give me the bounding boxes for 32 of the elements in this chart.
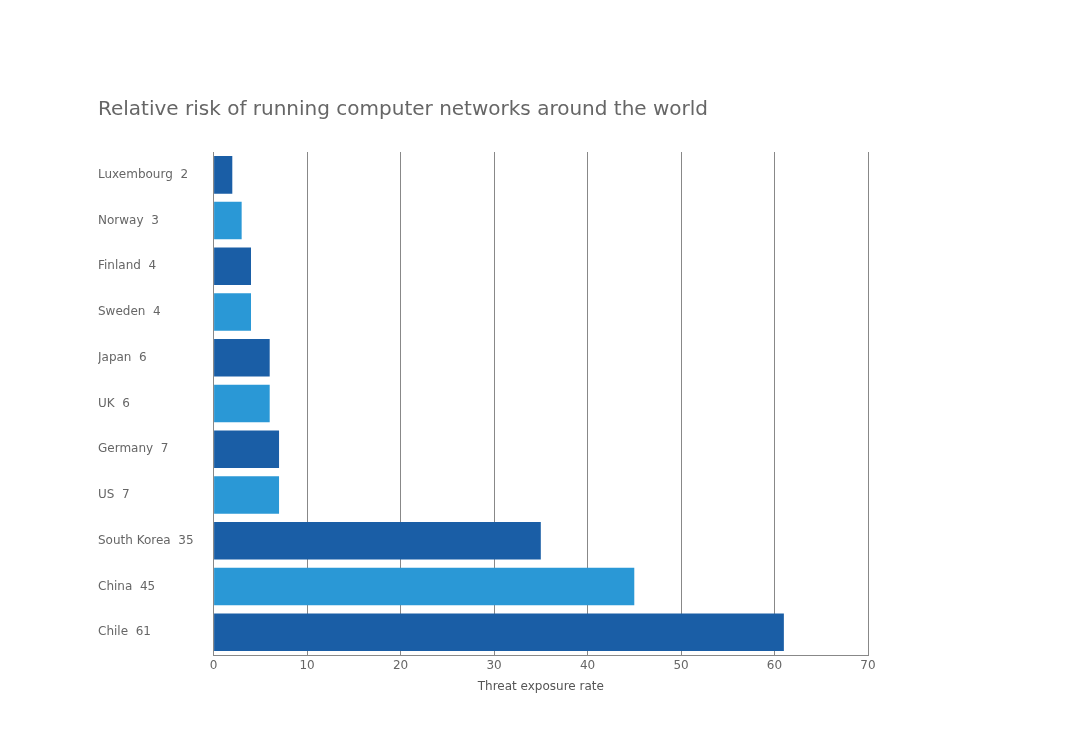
x-tick-label: 30 <box>486 657 502 672</box>
bar <box>214 522 541 560</box>
y-tick-label: Finland 4 <box>98 258 157 273</box>
x-tick-label: 60 <box>766 657 783 672</box>
x-tick-label: 70 <box>860 657 876 672</box>
bar <box>214 156 233 194</box>
x-tick-label: 20 <box>392 657 409 672</box>
bar <box>214 293 251 331</box>
x-tick-label: 10 <box>299 657 315 672</box>
y-tick-label: UK 6 <box>98 395 130 410</box>
y-tick-label: Germany 7 <box>98 441 169 456</box>
y-tick-label: Chile 61 <box>98 624 151 639</box>
bar <box>214 384 270 423</box>
x-tick-label: 50 <box>673 657 689 672</box>
y-tick-label: China 45 <box>98 578 156 593</box>
bar <box>214 201 242 240</box>
bar <box>214 430 280 469</box>
y-tick-label: Japan 6 <box>97 349 147 364</box>
x-tick-label: 0 <box>209 657 218 672</box>
y-tick-label: Sweden 4 <box>98 304 161 319</box>
y-tick-label: South Korea 35 <box>98 532 194 547</box>
chart-title: Relative risk of running computer networks around the world <box>98 96 709 121</box>
y-tick-label: Luxembourg 2 <box>98 167 189 181</box>
x-tick-label: 40 <box>579 657 596 672</box>
y-tick-label: US 7 <box>98 487 130 502</box>
bar <box>214 339 270 377</box>
bar <box>214 247 251 286</box>
bar <box>214 476 280 514</box>
y-tick-label: Norway 3 <box>98 212 159 227</box>
x-axis-title: Threat exposure rate <box>476 678 604 693</box>
bar <box>214 613 784 652</box>
bar <box>214 567 635 606</box>
